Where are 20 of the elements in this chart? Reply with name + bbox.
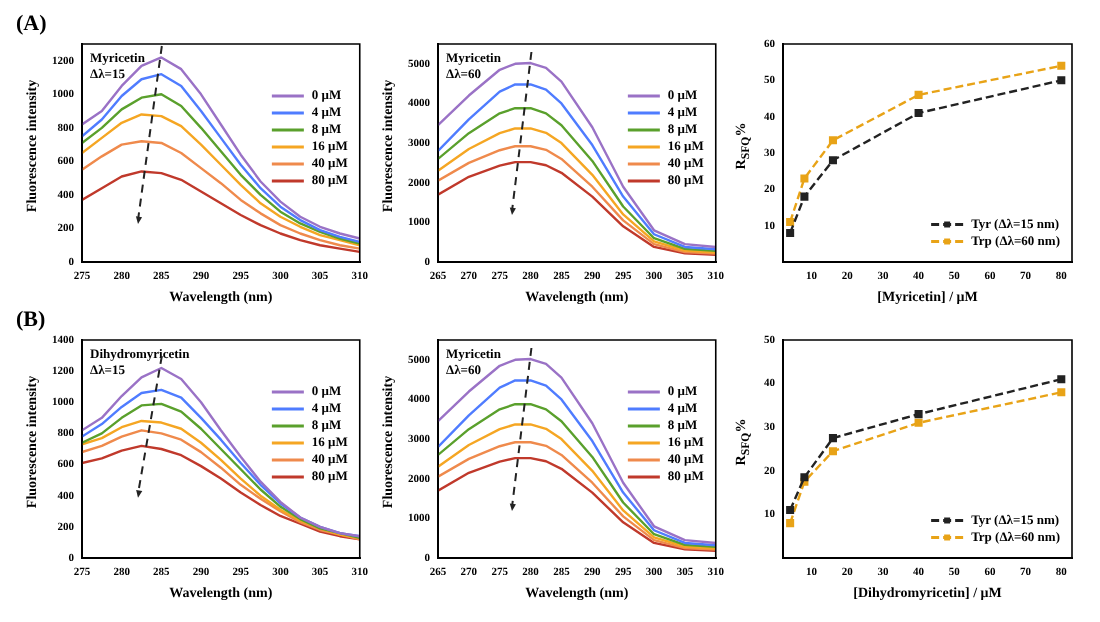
point bbox=[1057, 388, 1066, 397]
point bbox=[800, 174, 809, 183]
point bbox=[1057, 76, 1066, 85]
point bbox=[800, 192, 809, 201]
point bbox=[828, 447, 837, 456]
point bbox=[786, 218, 795, 227]
point bbox=[828, 136, 837, 145]
point bbox=[1057, 375, 1066, 384]
point bbox=[828, 156, 837, 165]
point bbox=[914, 410, 923, 419]
point bbox=[914, 109, 923, 118]
point bbox=[1057, 61, 1066, 70]
chart-title: (A) bbox=[16, 12, 47, 36]
point bbox=[786, 228, 795, 237]
point bbox=[914, 90, 923, 99]
chart-title: (B) bbox=[16, 308, 46, 332]
point bbox=[786, 506, 795, 515]
point bbox=[786, 519, 795, 528]
point bbox=[828, 434, 837, 443]
point bbox=[914, 418, 923, 427]
